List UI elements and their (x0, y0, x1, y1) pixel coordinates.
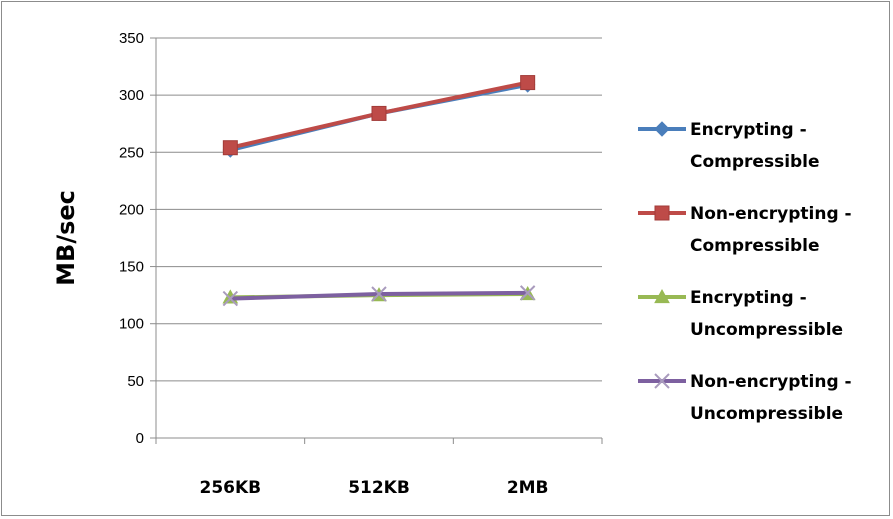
y-tick-label: 200 (119, 201, 144, 218)
legend-item: Non-encrypting - Compressible (638, 204, 852, 256)
legend-marker (654, 373, 670, 389)
y-tick-label: 100 (119, 316, 144, 333)
data-point (371, 286, 387, 302)
data-point (520, 75, 536, 91)
y-tick-label: 350 (119, 30, 144, 47)
axes: 0 50 100 150 200 250 300 350 256KB 512KB 2MB (119, 30, 603, 498)
series-1 (222, 75, 536, 156)
legend-label: Encrypting - (690, 120, 807, 140)
x-tick-label: 256KB (200, 478, 262, 498)
y-tick-label: 50 (127, 373, 144, 390)
legend-label: Encrypting - (690, 288, 807, 308)
legend-item: Non-encrypting - Uncompressible (638, 372, 852, 424)
y-axis-label: MB/sec (52, 190, 80, 286)
legend-label: Compressible (690, 152, 820, 172)
data-point (519, 285, 536, 301)
series-3 (222, 285, 536, 307)
x-tick-label: 2MB (507, 478, 549, 498)
data-point (222, 140, 238, 156)
legend-marker (654, 205, 670, 221)
y-tick-label: 250 (119, 144, 144, 161)
legend-item: Encrypting - Uncompressible (638, 288, 843, 340)
legend-marker (654, 121, 670, 137)
data-point (371, 105, 387, 121)
y-tick-label: 150 (119, 259, 144, 276)
y-tick-label: 300 (119, 87, 144, 104)
series (222, 75, 536, 307)
legend-label: Uncompressible (690, 320, 843, 340)
legend-label: Compressible (690, 236, 820, 256)
y-tick-label: 0 (136, 430, 144, 447)
legend-label: Non-encrypting - (690, 204, 852, 224)
legend-label: Uncompressible (690, 404, 843, 424)
legend-label: Non-encrypting - (690, 372, 852, 392)
legend-item: Encrypting - Compressible (638, 120, 820, 172)
data-point (222, 290, 239, 307)
legend-marker (654, 288, 670, 304)
x-tick-label: 512KB (348, 478, 410, 498)
